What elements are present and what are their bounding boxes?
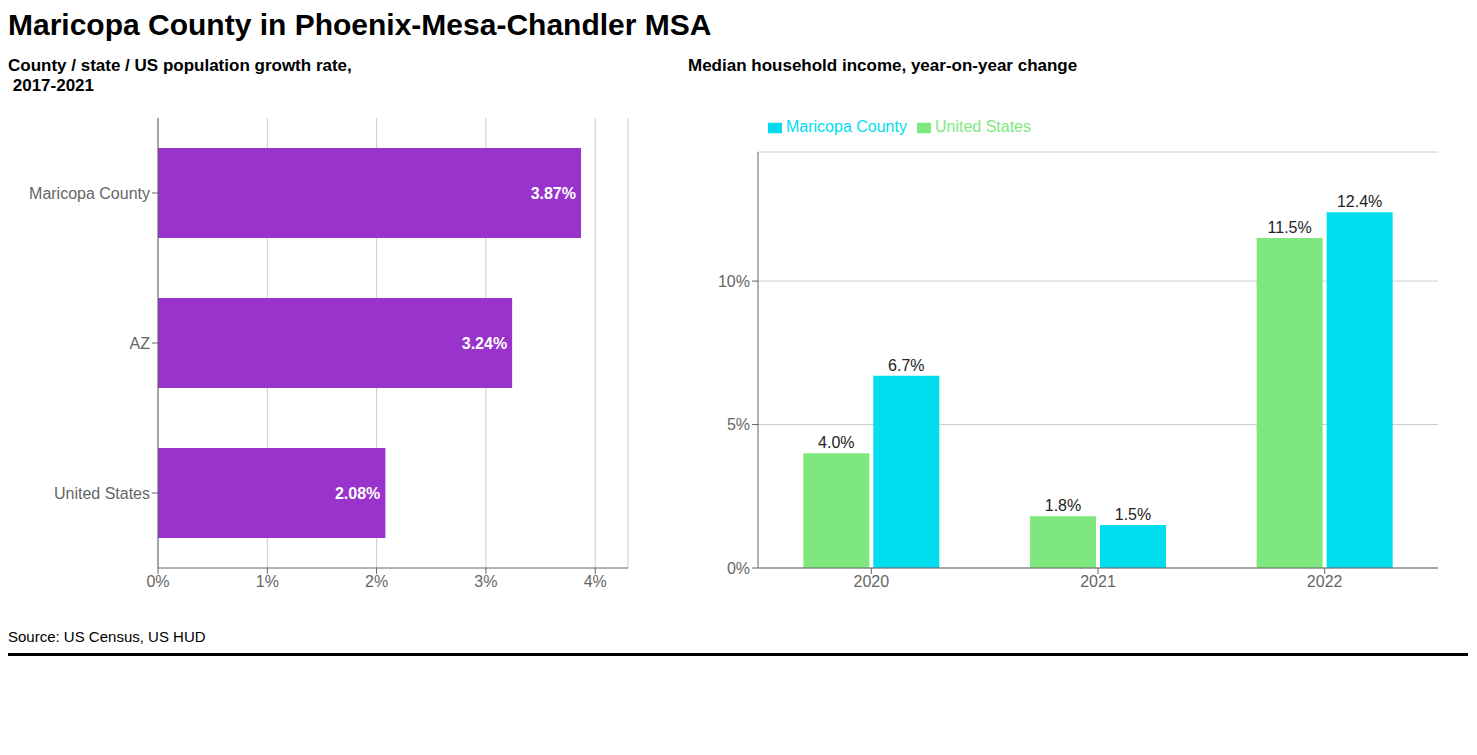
svg-text:10%: 10% [718, 273, 750, 290]
svg-text:2022: 2022 [1307, 573, 1343, 590]
svg-text:Maricopa County: Maricopa County [29, 185, 150, 202]
svg-text:AZ: AZ [130, 335, 151, 352]
svg-text:2%: 2% [365, 573, 388, 590]
svg-text:1.5%: 1.5% [1115, 506, 1151, 523]
svg-text:4%: 4% [584, 573, 607, 590]
html-text:Source: US Census, US HUD: Source: US Census, US HUD [8, 628, 206, 645]
svg-text:3.87%: 3.87% [531, 185, 576, 202]
html-text:Median household income, year-: Median household income, year-on-year ch… [688, 56, 1078, 75]
html-text:United States: United States [935, 118, 1031, 135]
svg-text:11.5%: 11.5% [1268, 219, 1312, 236]
svg-text:3%: 3% [474, 573, 497, 590]
svg-text:1%: 1% [256, 573, 279, 590]
svg-text:3.24%: 3.24% [462, 335, 507, 352]
svg-text:0%: 0% [727, 560, 750, 577]
svg-text:4.0%: 4.0% [818, 434, 854, 451]
html-text:Maricopa County in Phoenix-Mes: Maricopa County in Phoenix-Mesa-Chandler… [8, 8, 712, 41]
html-text:Maricopa County: Maricopa County [786, 118, 907, 135]
svg-text:2.08%: 2.08% [335, 485, 380, 502]
svg-text:12.4%: 12.4% [1337, 193, 1382, 210]
svg-text:1.8%: 1.8% [1045, 497, 1081, 514]
svg-text:6.7%: 6.7% [888, 357, 924, 374]
html-text:County / state / US population: County / state / US population growth ra… [8, 56, 352, 95]
svg-text:5%: 5% [727, 416, 750, 433]
svg-text:2020: 2020 [854, 573, 890, 590]
svg-text:2021: 2021 [1080, 573, 1116, 590]
svg-text:United States: United States [54, 485, 150, 502]
svg-text:0%: 0% [146, 573, 169, 590]
